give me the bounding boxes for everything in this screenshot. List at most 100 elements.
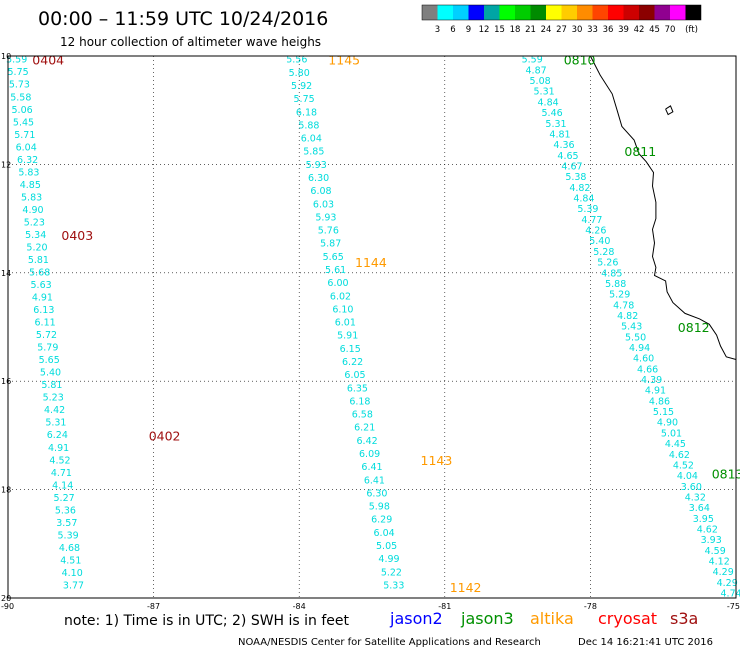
track-time-label: 0403	[61, 228, 93, 243]
swh-value: 5.39	[577, 204, 598, 215]
swh-value: 5.65	[323, 252, 344, 263]
lon-tick-label: -78	[584, 602, 597, 611]
swh-value: 5.26	[597, 258, 618, 269]
swh-value: 4.52	[673, 461, 694, 472]
scale-swatch	[546, 5, 562, 20]
swh-value: 4.85	[601, 268, 622, 279]
swh-value: 5.50	[625, 332, 646, 343]
track-time-label: 0404	[32, 52, 64, 67]
legend-altika: altika	[530, 609, 574, 628]
lon-tick-label: -81	[438, 602, 451, 611]
swh-value: 5.81	[41, 380, 62, 391]
track-jason3: 5.594.875.085.314.845.465.314.814.364.65…	[522, 52, 740, 599]
scale-label: 6	[450, 25, 455, 35]
swh-value: 6.18	[296, 107, 317, 118]
swh-value: 6.00	[327, 278, 348, 289]
swh-value: 5.93	[306, 160, 327, 171]
scale-swatch	[484, 5, 500, 20]
swh-value: 3.77	[63, 580, 84, 591]
swh-value: 5.81	[28, 255, 49, 266]
lon-tick-label: -90	[1, 602, 14, 611]
swh-value: 4.12	[709, 557, 730, 568]
swh-value: 5.76	[318, 226, 339, 237]
track-s3a: 5.595.755.735.585.065.455.716.046.325.83…	[6, 52, 180, 591]
swh-value: 6.32	[17, 155, 38, 166]
lat-tick-label: 16	[1, 377, 11, 386]
swh-value: 5.59	[6, 55, 27, 66]
swh-value: 4.71	[51, 468, 72, 479]
track-time-label: 0813	[712, 466, 740, 481]
scale-swatch	[639, 5, 655, 20]
swh-value: 5.98	[369, 502, 390, 513]
footer-credit: NOAA/NESDIS Center for Satellite Applica…	[238, 637, 541, 648]
swh-value: 5.29	[609, 290, 630, 301]
scale-label: 21	[525, 25, 536, 35]
swh-value: 5.40	[589, 236, 610, 247]
swh-value: 4.29	[717, 578, 738, 589]
scale-label: 70	[665, 25, 676, 35]
lat-tick-label: 10	[1, 52, 11, 61]
scale-label: 45	[649, 25, 660, 35]
map-frame	[7, 55, 737, 599]
scale-swatch	[422, 5, 438, 20]
swh-value: 6.03	[313, 199, 334, 210]
swh-value: 5.31	[45, 418, 66, 429]
swh-value: 4.82	[617, 311, 638, 322]
swh-value: 5.68	[29, 268, 50, 279]
scale-label: 24	[541, 25, 552, 35]
swh-value: 4.90	[22, 205, 43, 216]
swh-value: 4.10	[62, 568, 83, 579]
swh-value: 5.05	[376, 541, 397, 552]
scale-swatch	[530, 5, 546, 20]
scale-swatch	[608, 5, 624, 20]
swh-value: 5.56	[286, 55, 307, 66]
swh-value: 4.39	[641, 375, 662, 386]
swh-value: 4.51	[60, 555, 81, 566]
swh-value: 4.90	[657, 418, 678, 429]
legend-jason3: jason3	[460, 609, 514, 628]
scale-swatch	[561, 5, 577, 20]
swh-value: 4.62	[669, 450, 690, 461]
swh-value: 4.78	[613, 300, 634, 311]
scale-swatch	[654, 5, 670, 20]
lon-tick-label: -75	[727, 602, 740, 611]
swh-value: 5.75	[8, 67, 29, 78]
swh-value: 6.13	[33, 305, 54, 316]
swh-value: 3.60	[681, 482, 702, 493]
track-time-label: 0402	[149, 428, 181, 443]
swh-value: 5.39	[58, 530, 79, 541]
swh-value: 5.28	[593, 247, 614, 258]
swh-value: 5.46	[542, 108, 563, 119]
swh-value: 6.08	[310, 186, 331, 197]
swh-value: 5.83	[18, 167, 39, 178]
swh-value: 4.74	[721, 589, 740, 600]
swh-value: 6.24	[47, 430, 68, 441]
swh-value: 4.87	[526, 65, 547, 76]
swh-value: 4.84	[573, 194, 594, 205]
swh-value: 4.91	[48, 443, 69, 454]
swh-value: 5.20	[26, 243, 47, 254]
scale-label: 39	[618, 25, 629, 35]
swh-value: 5.75	[294, 94, 315, 105]
swh-value: 4.91	[645, 386, 666, 397]
swh-value: 4.52	[49, 455, 70, 466]
swh-value: 4.14	[52, 480, 73, 491]
lat-tick-label: 20	[1, 594, 11, 603]
swh-value: 5.22	[381, 567, 402, 578]
swh-value: 3.93	[701, 535, 722, 546]
lat-tick-label: 18	[1, 486, 11, 495]
coastline-path	[665, 105, 674, 116]
swh-value: 4.36	[553, 140, 574, 151]
axis-tick-labels: -90 -87 -84 -81 -78 -75 10 12 14 16 18 20	[1, 52, 740, 611]
swh-value: 5.45	[13, 117, 34, 128]
swh-value: 6.11	[35, 318, 56, 329]
swh-value: 6.42	[357, 436, 378, 447]
swh-value: 4.65	[557, 151, 578, 162]
swh-value: 5.71	[14, 130, 35, 141]
scale-swatch	[515, 5, 531, 20]
swh-value: 6.09	[359, 449, 380, 460]
swh-value: 6.30	[308, 173, 329, 184]
scale-label: 36	[603, 25, 614, 35]
swh-value: 4.67	[561, 162, 582, 173]
legend-cryosat: cryosat	[598, 609, 657, 628]
